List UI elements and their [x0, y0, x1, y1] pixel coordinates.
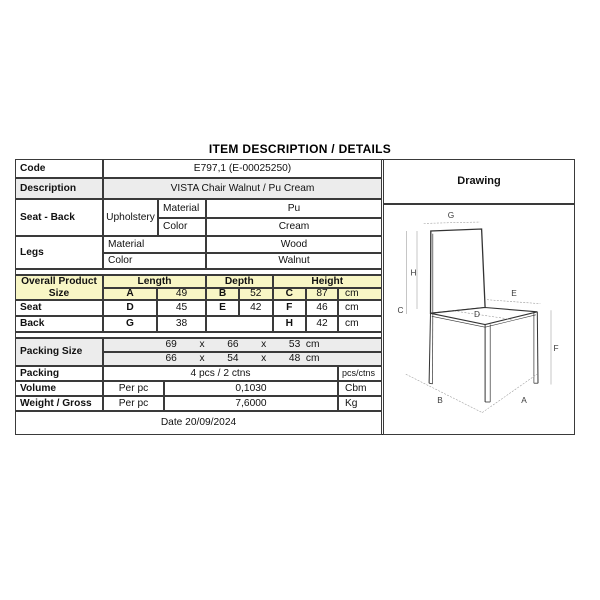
svg-text:H: H: [411, 268, 417, 278]
svg-text:A: A: [521, 395, 527, 405]
svg-text:B: B: [437, 395, 443, 405]
svg-text:G: G: [448, 210, 454, 220]
svg-text:C: C: [398, 305, 404, 315]
svg-text:D: D: [474, 309, 480, 319]
svg-text:E: E: [511, 288, 517, 298]
svg-text:F: F: [553, 343, 558, 353]
